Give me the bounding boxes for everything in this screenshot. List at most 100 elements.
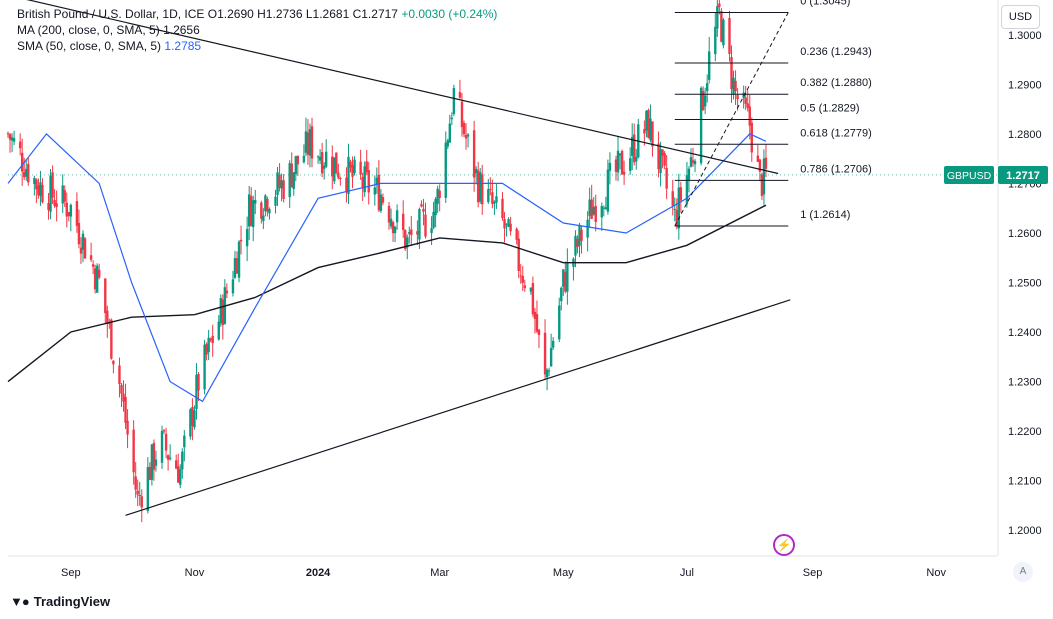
candle-body [691, 160, 695, 163]
candle-body [63, 190, 66, 202]
candle-body [233, 258, 237, 278]
candle-body [416, 231, 419, 235]
candle-body [631, 136, 634, 156]
candle-body [489, 189, 492, 191]
candle-body [122, 393, 125, 402]
candle-body [531, 283, 535, 315]
candle-body [685, 175, 689, 205]
chart-legend: British Pound / U.S. Dollar, 1D, ICE O1.… [17, 6, 497, 54]
candle-body [422, 208, 425, 212]
candle-body [379, 194, 383, 211]
candle-body [622, 171, 626, 175]
ohlc-close: C1.2717 [352, 7, 398, 21]
candle-body [519, 275, 522, 277]
candle-body [47, 203, 50, 211]
candle-body [401, 213, 405, 230]
candle-body [138, 495, 141, 497]
candle-body [95, 265, 99, 293]
candle-body [247, 194, 251, 227]
y-tick-label: 1.2900 [1008, 79, 1042, 91]
candle-body [310, 126, 314, 159]
candle-body [701, 90, 705, 110]
candle-body [193, 410, 196, 428]
price-tag-label: 1.2717 [1006, 170, 1040, 182]
candle-body [140, 496, 143, 508]
candle-body [179, 469, 182, 485]
candle-body [288, 163, 291, 198]
currency-button[interactable]: USD [1001, 5, 1040, 29]
candle-body [703, 95, 707, 107]
legend-sma-row[interactable]: SMA (50, close, 0, SMA, 5) 1.2785 [17, 38, 497, 54]
y-tick-label: 1.2200 [1008, 426, 1042, 438]
candle-body [472, 130, 476, 178]
candle-body [20, 152, 24, 172]
candle-body [136, 490, 139, 495]
lightning-icon[interactable]: ⚡ [773, 534, 795, 556]
candle-body [515, 228, 518, 240]
candle-body [651, 121, 654, 147]
candle-body [657, 143, 660, 170]
candle-body [164, 433, 168, 451]
candle-body [23, 172, 26, 178]
candle-body [647, 110, 650, 138]
candle-body [495, 196, 498, 203]
candle-body [450, 117, 454, 120]
candle-body [276, 172, 279, 195]
candle-body [110, 319, 113, 359]
candle-body [262, 215, 265, 222]
candle-body [404, 230, 407, 250]
candle-body [750, 122, 753, 153]
candle-body [635, 156, 638, 162]
candle-body [458, 92, 462, 98]
y-tick-label: 1.2500 [1008, 278, 1042, 290]
ma200-label: MA (200, close, 0, SMA, 5) [17, 23, 160, 37]
candles-group [6, 0, 768, 523]
candle-body [260, 202, 263, 219]
sma50-label: SMA (50, close, 0, SMA, 5) [17, 39, 162, 53]
candle-body [493, 201, 496, 204]
candle-body [600, 205, 604, 218]
candle-body [162, 430, 166, 432]
candle-body [687, 168, 691, 180]
candle-body [387, 205, 391, 223]
candle-body [537, 329, 541, 336]
tradingview-brand[interactable]: ▼● TradingView [10, 594, 110, 609]
candle-body [545, 369, 549, 378]
candle-body [280, 180, 283, 189]
candle-body [438, 190, 441, 198]
y-tick-label: 1.2400 [1008, 327, 1042, 339]
ohlc-low: L1.2681 [305, 7, 350, 21]
candle-body [708, 51, 711, 80]
candle-body [675, 210, 678, 226]
candle-body [578, 224, 581, 246]
candle-body [535, 314, 539, 332]
symbol-tag-label: GBPUSD [947, 170, 992, 182]
fib-level-label: 0.5 (1.2829) [800, 102, 859, 114]
candle-body [41, 184, 44, 203]
candle-body [79, 247, 83, 254]
candle-body [746, 103, 749, 108]
candle-body [49, 175, 52, 212]
candle-body [148, 466, 152, 480]
candle-body [758, 159, 762, 172]
x-tick-label: Nov [185, 567, 205, 579]
brand-name: TradingView [33, 594, 111, 609]
candle-body [150, 444, 154, 480]
auto-scale-button[interactable]: A [1013, 562, 1033, 582]
candle-body [393, 226, 397, 234]
candle-body [481, 174, 484, 205]
symbol-title[interactable]: British Pound / U.S. Dollar, 1D, ICE [17, 7, 205, 21]
candle-body [39, 182, 42, 197]
candle-body [699, 87, 703, 164]
candle-body [217, 321, 220, 340]
candle-body [408, 231, 411, 234]
candle-body [195, 374, 198, 410]
candle-body [152, 442, 156, 470]
candle-body [689, 157, 693, 167]
legend-ma-row[interactable]: MA (200, close, 0, SMA, 5) 1.2656 [17, 22, 497, 38]
candle-body [620, 150, 624, 175]
candle-body [395, 210, 399, 223]
candle-body [420, 204, 423, 207]
